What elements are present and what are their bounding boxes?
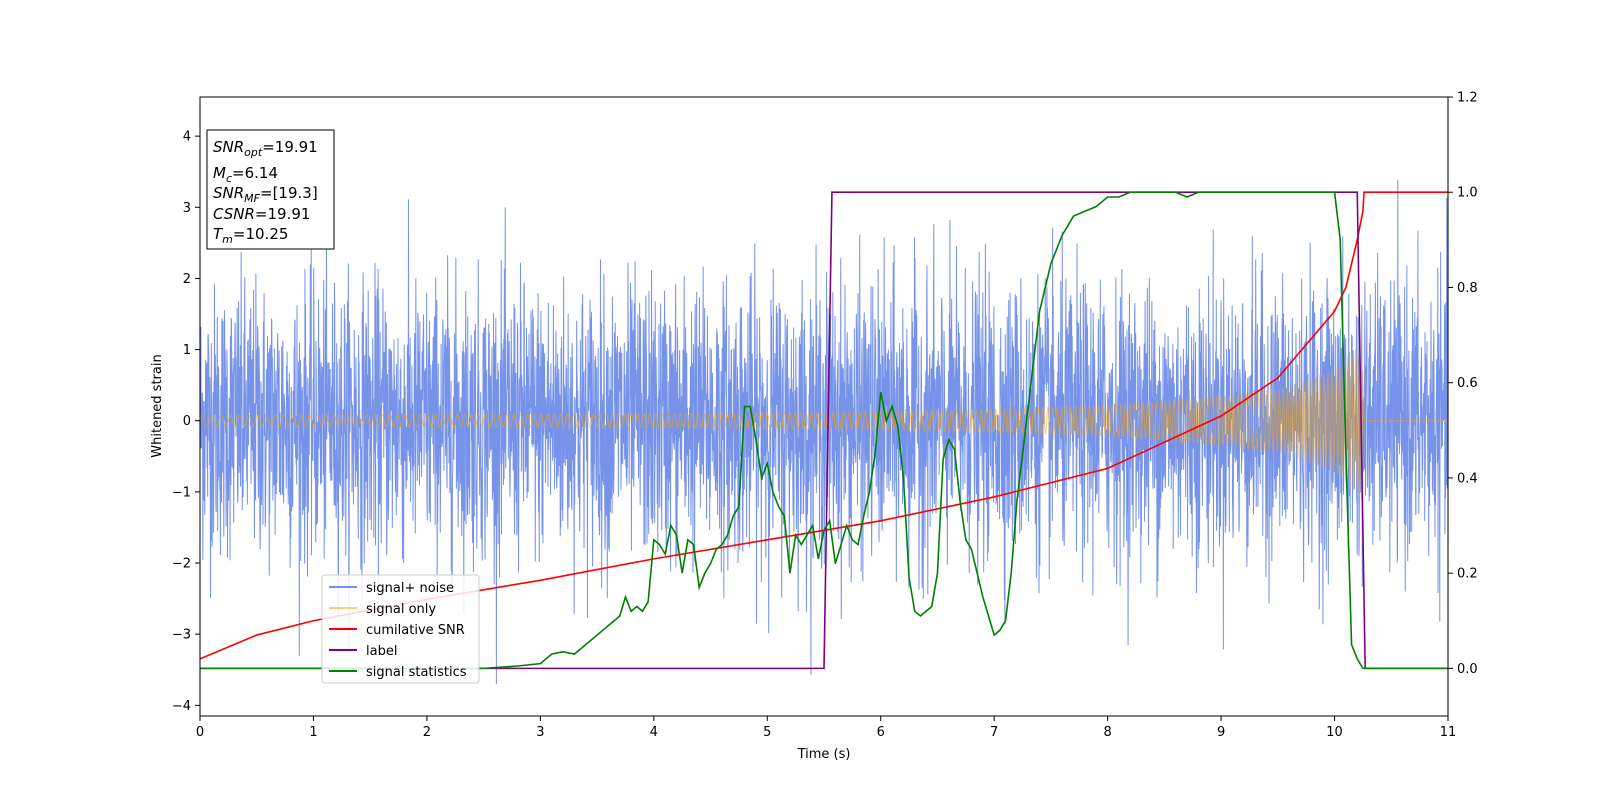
legend-label: cumilative SNR bbox=[366, 623, 465, 638]
series-signal-noise bbox=[200, 179, 1448, 684]
y2-axis-ticks: 1.2 1.0 0.8 0.6 0.4 0.2 0.0 bbox=[1448, 91, 1478, 677]
info-csnr-value: =19.91 bbox=[255, 205, 311, 223]
info-box: SNRopt=19.91 Mc=6.14 SNRMF=[19.3] CSNR=1… bbox=[206, 129, 335, 250]
y2-tick-label: 0.0 bbox=[1457, 662, 1478, 677]
x-tick-label: 4 bbox=[650, 725, 658, 740]
legend-label: signal+ noise bbox=[366, 581, 454, 596]
info-tm: Tm=10.25 bbox=[213, 225, 288, 246]
x-tick-label: 7 bbox=[990, 725, 998, 740]
legend: signal+ noise signal only cumilative SNR la… bbox=[321, 574, 480, 684]
series-signal-only bbox=[200, 344, 1448, 501]
y-tick-label: −3 bbox=[172, 628, 191, 643]
x-tick-label: 2 bbox=[423, 725, 431, 740]
y2-tick-label: 1.0 bbox=[1457, 186, 1478, 201]
info-box-frame bbox=[206, 129, 335, 250]
noise-line bbox=[200, 179, 1448, 684]
info-mc: Mc=6.14 bbox=[213, 164, 278, 185]
y2-tick-label: 0.6 bbox=[1457, 376, 1478, 391]
x-tick-label: 11 bbox=[1440, 725, 1457, 740]
info-snr-mf-value: =[19.3] bbox=[260, 184, 318, 202]
info-mc-value: =6.14 bbox=[232, 164, 278, 182]
x-axis-ticks: 0 1 2 3 4 5 6 7 8 9 10 11 bbox=[196, 716, 1456, 740]
signal-line bbox=[200, 344, 1448, 501]
x-tick-label: 9 bbox=[1217, 725, 1225, 740]
y-tick-label: 4 bbox=[183, 130, 191, 145]
y2-tick-label: 1.2 bbox=[1457, 91, 1478, 106]
signal-statistics-line bbox=[200, 191, 1448, 670]
x-axis-label: Time (s) bbox=[797, 747, 851, 762]
x-tick-label: 3 bbox=[536, 725, 544, 740]
legend-label: signal only bbox=[366, 602, 436, 617]
y-tick-label: −4 bbox=[172, 699, 191, 714]
x-tick-label: 10 bbox=[1326, 725, 1343, 740]
info-snr-opt-value: =19.91 bbox=[262, 138, 318, 156]
y-tick-label: −2 bbox=[172, 557, 191, 572]
x-tick-label: 8 bbox=[1103, 725, 1111, 740]
info-snr-mf: SNRMF=[19.3] bbox=[213, 184, 318, 205]
y-tick-label: −1 bbox=[172, 485, 191, 500]
axes-frame bbox=[199, 96, 1449, 717]
x-tick-label: 6 bbox=[877, 725, 885, 740]
y-axis-ticks: 4 3 2 1 0 −1 −2 −3 −4 bbox=[172, 130, 200, 714]
y-tick-label: 1 bbox=[183, 343, 191, 358]
legend-label: label bbox=[366, 644, 397, 659]
legend-frame bbox=[321, 574, 480, 684]
x-tick-label: 1 bbox=[309, 725, 317, 740]
info-csnr: CSNR=19.91 bbox=[213, 205, 310, 223]
legend-label: signal statistics bbox=[366, 665, 467, 680]
y-tick-label: 2 bbox=[183, 272, 191, 287]
y-tick-label: 3 bbox=[183, 201, 191, 216]
y-axis-label: Whitened strain bbox=[150, 354, 165, 457]
y2-tick-label: 0.8 bbox=[1457, 281, 1478, 296]
info-snr-opt: SNRopt=19.91 bbox=[213, 138, 318, 159]
y-tick-label: 0 bbox=[183, 414, 191, 429]
x-tick-label: 0 bbox=[196, 725, 204, 740]
y2-tick-label: 0.4 bbox=[1457, 471, 1478, 486]
info-tm-value: =10.25 bbox=[233, 225, 289, 243]
y2-tick-label: 0.2 bbox=[1457, 567, 1478, 582]
x-tick-label: 5 bbox=[763, 725, 771, 740]
